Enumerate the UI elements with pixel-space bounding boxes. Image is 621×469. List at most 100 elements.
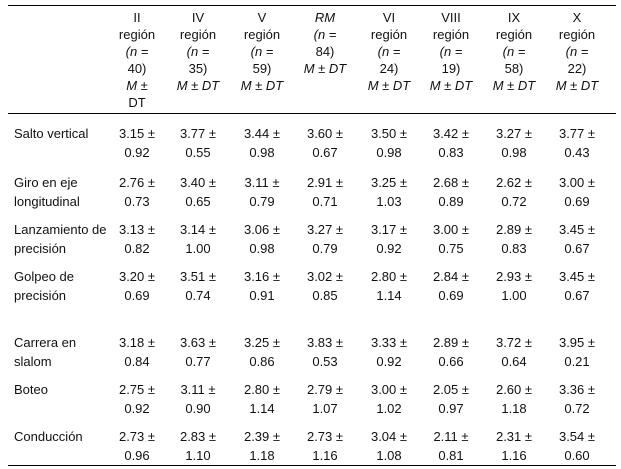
cell: 0.98 xyxy=(376,145,402,160)
cell: 3.40 ± xyxy=(179,175,217,190)
column-header: II xyxy=(133,10,141,25)
column-header: (n = xyxy=(186,44,210,59)
cell: 2.91 ± xyxy=(306,175,344,190)
cell: 1.18 xyxy=(501,401,527,416)
cell: 1.02 xyxy=(376,401,402,416)
column-header: DT xyxy=(128,95,146,110)
cell: 3.54 ± xyxy=(558,429,596,444)
column-header: (n = xyxy=(377,44,401,59)
row-label: Conducción xyxy=(14,429,83,444)
cell: 3.95 ± xyxy=(558,335,596,350)
row-label: Golpeo de precisión xyxy=(14,269,74,303)
cell: 3.25 ± xyxy=(243,335,281,350)
cell: 1.10 xyxy=(185,448,211,463)
cell: 0.55 xyxy=(185,145,211,160)
cell: 0.64 xyxy=(501,354,527,369)
cell: 2.68 ± xyxy=(432,175,470,190)
cell: 0.69 xyxy=(124,288,150,303)
cell: 0.71 xyxy=(312,194,338,209)
column-header: región xyxy=(432,27,470,42)
cell: 2.73 ± xyxy=(118,429,156,444)
cell: 0.85 xyxy=(312,288,338,303)
cell: 0.92 xyxy=(376,354,402,369)
row-label: Boteo xyxy=(14,382,48,397)
column-header: 59) xyxy=(252,61,272,76)
column-header: M ± DT xyxy=(367,78,411,93)
cell: 0.60 xyxy=(564,448,590,463)
top-rule xyxy=(8,5,616,6)
cell: 0.92 xyxy=(124,145,150,160)
column-header: (n = xyxy=(439,44,463,59)
cell: 1.07 xyxy=(312,401,338,416)
cell: 0.77 xyxy=(185,354,211,369)
column-header: región xyxy=(495,27,533,42)
cell: 2.79 ± xyxy=(306,382,344,397)
column-header: región xyxy=(179,27,217,42)
column-header: 58) xyxy=(504,61,524,76)
cell: 0.69 xyxy=(438,288,464,303)
cell: 3.51 ± xyxy=(179,269,217,284)
cell: 0.67 xyxy=(564,241,590,256)
cell: 2.75 ± xyxy=(118,382,156,397)
cell: 0.86 xyxy=(249,354,275,369)
column-header: VIII xyxy=(441,10,461,25)
cell: 2.76 ± xyxy=(118,175,156,190)
cell: 0.79 xyxy=(249,194,275,209)
cell: 3.45 ± xyxy=(558,222,596,237)
cell: 0.84 xyxy=(124,354,150,369)
cell: 0.67 xyxy=(564,288,590,303)
cell: 3.27 ± xyxy=(495,126,533,141)
cell: 3.15 ± xyxy=(118,126,156,141)
column-header: 22) xyxy=(567,61,587,76)
cell: 0.98 xyxy=(249,145,275,160)
cell: 0.83 xyxy=(501,241,527,256)
cell: 1.03 xyxy=(376,194,402,209)
cell: 3.36 ± xyxy=(558,382,596,397)
cell: 3.72 ± xyxy=(495,335,533,350)
cell: 0.72 xyxy=(501,194,527,209)
cell: 3.11 ± xyxy=(180,382,216,397)
cell: 3.44 ± xyxy=(243,126,281,141)
column-header: 24) xyxy=(379,61,399,76)
column-header: M ± xyxy=(126,78,148,93)
column-header: M ± DT xyxy=(240,78,284,93)
cell: 3.42 ± xyxy=(432,126,470,141)
row-label: Lanzamiento de precisión xyxy=(14,222,107,256)
bottom-rule xyxy=(8,465,616,466)
cell: 3.14 ± xyxy=(179,222,217,237)
cell: 0.72 xyxy=(564,401,590,416)
cell: 2.89 ± xyxy=(495,222,533,237)
cell: 0.83 xyxy=(438,145,464,160)
column-header: RM xyxy=(314,10,336,25)
cell: 3.00 ± xyxy=(558,175,596,190)
cell: 0.74 xyxy=(185,288,211,303)
column-header: (n = xyxy=(125,44,149,59)
cell: 3.77 ± xyxy=(179,126,217,141)
row-label: Giro en eje longitudinal xyxy=(14,175,80,209)
cell: 0.92 xyxy=(376,241,402,256)
column-header: M ± DT xyxy=(555,78,599,93)
column-header: M ± DT xyxy=(303,61,347,76)
cell: 1.00 xyxy=(501,288,527,303)
column-header: 19) xyxy=(441,61,461,76)
cell: 2.84 ± xyxy=(432,269,470,284)
cell: 3.17 ± xyxy=(370,222,408,237)
cell: 2.80 ± xyxy=(370,269,408,284)
cell: 2.31 ± xyxy=(495,429,533,444)
cell: 0.82 xyxy=(124,241,150,256)
cell: 0.65 xyxy=(185,194,211,209)
cell: 0.53 xyxy=(312,354,338,369)
cell: 0.75 xyxy=(438,241,464,256)
cell: 0.79 xyxy=(312,241,338,256)
row-label: Salto vertical xyxy=(14,126,89,141)
cell: 0.43 xyxy=(564,145,590,160)
cell: 2.62 ± xyxy=(495,175,533,190)
cell: 3.11 ± xyxy=(244,175,280,190)
cell: 0.98 xyxy=(249,241,275,256)
column-header: M ± DT xyxy=(176,78,220,93)
cell: 3.16 ± xyxy=(243,269,281,284)
cell: 2.60 ± xyxy=(495,382,533,397)
cell: 2.89 ± xyxy=(432,335,470,350)
cell: 3.00 ± xyxy=(370,382,408,397)
